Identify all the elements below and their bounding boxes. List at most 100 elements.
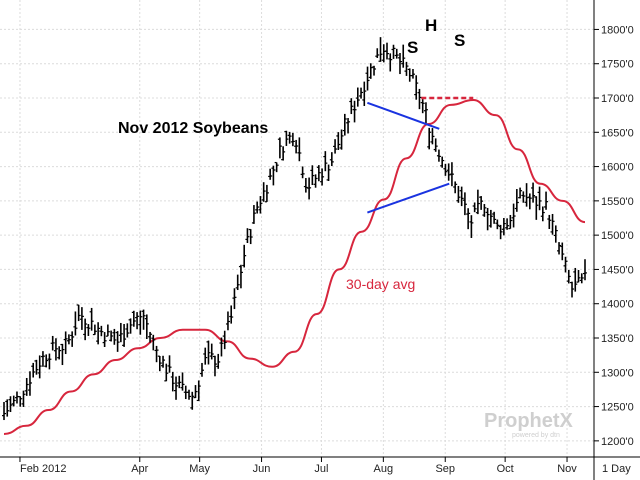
- price-bar: [27, 371, 32, 396]
- price-bar: [342, 113, 347, 136]
- price-bar: [53, 338, 58, 361]
- price-bar: [290, 132, 295, 147]
- price-bar: [177, 375, 182, 389]
- price-bar: [378, 37, 383, 62]
- x-tick-label: Aug: [374, 463, 394, 475]
- price-bar: [5, 399, 10, 417]
- price-bar: [550, 213, 555, 235]
- price-bar: [346, 118, 351, 134]
- price-bar: [242, 244, 247, 268]
- price-bar: [459, 186, 464, 207]
- price-bar: [63, 331, 68, 355]
- price-bar: [294, 139, 299, 154]
- price-bar: [255, 201, 260, 214]
- price-bar: [135, 312, 140, 330]
- price-bar: [388, 53, 393, 72]
- price-bar: [462, 192, 467, 216]
- price-bar: [157, 355, 162, 372]
- price-bar: [66, 334, 71, 345]
- price-bar: [316, 165, 321, 182]
- price-bar: [563, 256, 568, 273]
- x-tick-label: Nov: [557, 463, 577, 475]
- price-bar: [436, 149, 441, 162]
- price-bar: [359, 87, 364, 99]
- price-bar: [21, 390, 26, 407]
- price-bar: [2, 401, 6, 421]
- x-tick-label: Jul: [314, 463, 328, 475]
- price-bar: [553, 225, 558, 243]
- price-bar: [531, 182, 536, 203]
- price-bar: [466, 208, 471, 230]
- price-bar: [453, 181, 458, 194]
- price-bar: [57, 346, 62, 360]
- price-bar: [112, 328, 117, 345]
- price-bar: [251, 205, 256, 224]
- price-bar: [446, 163, 451, 181]
- price-bar: [122, 324, 127, 347]
- price-bar: [514, 189, 519, 212]
- price-bar: [372, 65, 377, 76]
- price-bar: [524, 183, 529, 207]
- price-bar: [199, 362, 204, 377]
- y-tick-label: 1450'0: [601, 264, 634, 276]
- price-bar: [161, 355, 166, 368]
- price-bar: [229, 305, 234, 324]
- price-bar: [508, 214, 513, 230]
- x-tick-label: Feb 2012: [20, 463, 66, 475]
- x-tick-label: Apr: [131, 463, 148, 475]
- moving-average-layer: [3, 99, 586, 435]
- price-bar: [352, 100, 357, 123]
- price-bar: [174, 376, 179, 400]
- price-bar: [99, 325, 104, 337]
- x-tick-label: May: [189, 463, 210, 475]
- x-axis: Feb 2012 Apr May Jun Jul Aug Sep Oct Nov: [19, 457, 577, 475]
- price-bar: [537, 186, 542, 211]
- price-bar: [391, 44, 396, 59]
- price-bar: [310, 165, 315, 186]
- price-bar: [505, 218, 510, 230]
- price-bar: [427, 127, 432, 150]
- price-bar: [203, 347, 208, 365]
- prophetx-watermark: ProphetX powered by dtn: [484, 410, 574, 439]
- price-bar: [469, 215, 474, 238]
- price-bar: [24, 377, 29, 396]
- y-tick-label: 1350'0: [601, 333, 634, 345]
- y-tick-label: 1300'0: [601, 367, 634, 379]
- price-bar: [349, 98, 354, 115]
- price-bar: [89, 307, 94, 331]
- price-bar: [394, 48, 399, 59]
- price-bar: [8, 396, 13, 413]
- price-bar: [109, 330, 114, 342]
- y-tick-label: 1250'0: [601, 402, 634, 414]
- price-bar: [381, 44, 386, 63]
- price-bar: [368, 63, 373, 79]
- chart-title: Nov 2012 Soybeans: [118, 120, 268, 137]
- price-bar: [410, 68, 415, 79]
- price-bar: [102, 332, 107, 348]
- price-bar: [125, 323, 130, 338]
- price-bar: [339, 129, 344, 150]
- price-bar: [420, 99, 425, 114]
- price-bar: [329, 152, 334, 167]
- price-bar: [414, 75, 419, 100]
- price-bar: [34, 359, 39, 375]
- price-bar: [482, 204, 487, 217]
- y-tick-label: 1650'0: [601, 127, 634, 139]
- x-tick-label: Oct: [497, 463, 514, 475]
- watermark-powered-by: powered by dtn: [512, 432, 560, 439]
- price-bar: [261, 182, 266, 202]
- price-bar: [495, 219, 500, 230]
- price-bar: [154, 345, 159, 363]
- price-bar: [70, 331, 75, 347]
- price-bar: [501, 217, 506, 236]
- price-bar: [579, 273, 584, 284]
- x-tick-label: Jun: [253, 463, 271, 475]
- price-bar: [397, 53, 402, 75]
- price-bar: [209, 343, 214, 360]
- price-bar: [583, 259, 587, 281]
- price-bar: [151, 334, 156, 351]
- moving-average-line: [3, 99, 586, 435]
- price-bar: [14, 391, 19, 404]
- price-bar: [281, 146, 286, 161]
